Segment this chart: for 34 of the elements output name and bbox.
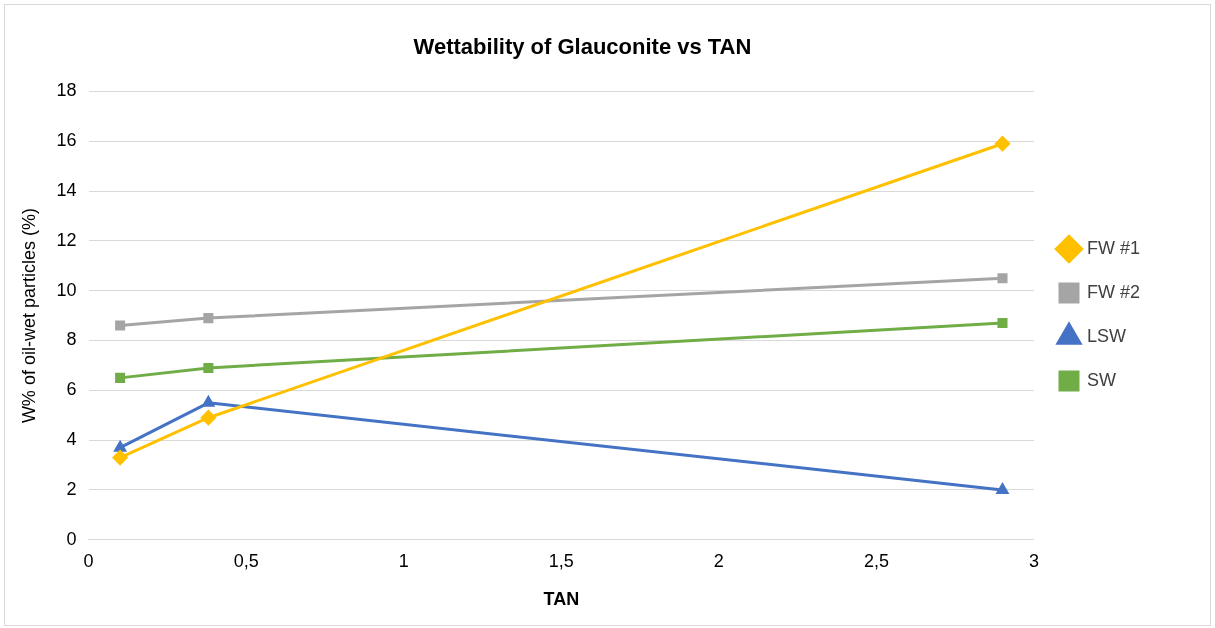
x-tick-label: 0,5 xyxy=(233,550,259,571)
point xyxy=(994,136,1010,152)
y-tick-label: 4 xyxy=(66,429,77,450)
x-tick-label: 1 xyxy=(398,550,409,571)
x-axis-title: TAN xyxy=(543,589,580,610)
point xyxy=(997,273,1008,284)
y-tick-label: 10 xyxy=(56,279,77,300)
point xyxy=(115,320,126,331)
y-axis-title: W% of oil-wet particles (%) xyxy=(18,208,39,424)
y-tick-label: 16 xyxy=(56,130,77,151)
y-tick-label: 2 xyxy=(66,478,77,499)
x-tick-label: 1,5 xyxy=(548,550,574,571)
legend-label: FW #2 xyxy=(1086,281,1141,302)
point xyxy=(115,372,126,383)
point xyxy=(996,483,1009,494)
legend-label: FW #1 xyxy=(1086,237,1141,258)
y-tick-label: 0 xyxy=(66,528,77,549)
legend-label: SW xyxy=(1086,369,1116,390)
chart-title: Wettability of Glauconite vs TAN xyxy=(413,34,752,60)
x-tick-label: 2 xyxy=(713,550,724,571)
y-tick-label: 18 xyxy=(56,80,77,101)
x-tick-label: 3 xyxy=(1028,550,1039,571)
point xyxy=(200,410,216,426)
x-tick-label: 0 xyxy=(83,550,94,571)
point xyxy=(203,313,214,324)
y-tick-label: 14 xyxy=(56,180,77,201)
y-tick-label: 12 xyxy=(56,229,77,250)
point xyxy=(203,362,214,373)
point xyxy=(112,450,128,466)
point xyxy=(997,318,1008,329)
x-tick-label: 2,5 xyxy=(863,550,889,571)
y-tick-label: 6 xyxy=(66,379,77,400)
y-tick-label: 8 xyxy=(66,329,77,350)
legend-label: LSW xyxy=(1086,325,1127,346)
